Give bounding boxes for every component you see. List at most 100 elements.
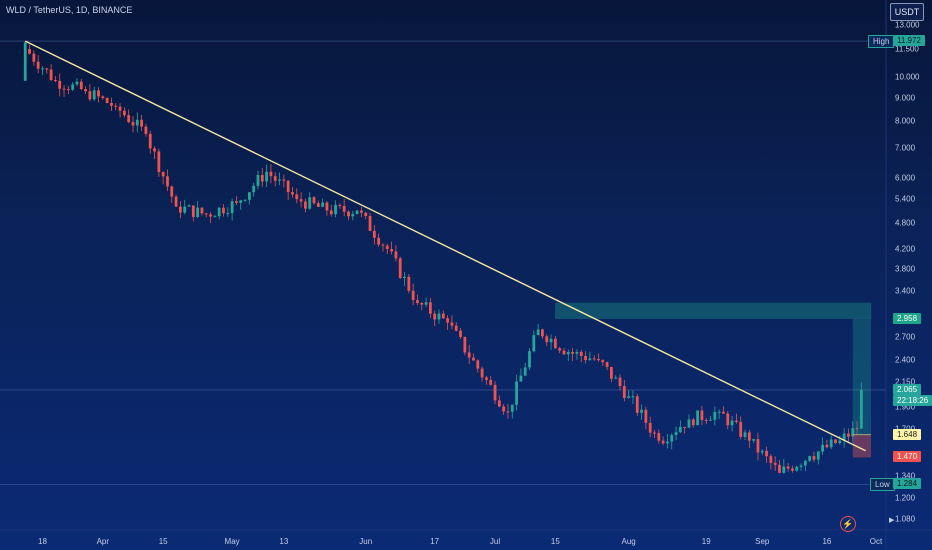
candle-body xyxy=(786,466,790,469)
candle-body xyxy=(92,90,96,100)
candle-body xyxy=(644,409,648,423)
candle-body xyxy=(269,171,273,177)
candle-body xyxy=(752,439,756,441)
candle-body xyxy=(312,197,316,204)
price-tick-label: 2.700 xyxy=(895,332,916,342)
candle-body xyxy=(485,377,488,380)
candle-body xyxy=(597,359,600,361)
candle-body xyxy=(704,420,708,422)
candle-body xyxy=(700,410,704,421)
candle-body xyxy=(58,80,62,89)
candle-body xyxy=(566,352,570,355)
candle-body xyxy=(325,202,329,211)
candle-body xyxy=(187,205,191,207)
time-tick-label: May xyxy=(224,537,240,546)
candle-body xyxy=(157,151,161,173)
candle-body xyxy=(532,335,536,352)
time-tick-label: 16 xyxy=(822,537,832,546)
candle-body xyxy=(459,330,462,337)
candle-body xyxy=(342,205,346,212)
candle-body xyxy=(760,450,764,453)
time-tick-label: Jun xyxy=(359,537,373,546)
candle-body xyxy=(640,409,643,413)
candle-body xyxy=(433,313,437,320)
candle-body xyxy=(179,206,182,213)
candle-body xyxy=(222,207,225,214)
candle-body xyxy=(28,49,31,54)
time-tick-label: Oct xyxy=(869,537,883,546)
candle-body xyxy=(670,435,674,442)
candle-body xyxy=(299,199,303,202)
candle-body xyxy=(209,214,212,217)
target-zone xyxy=(555,302,872,319)
candle-body xyxy=(541,329,544,337)
candle-body xyxy=(739,421,743,437)
candle-body xyxy=(467,352,471,358)
candle-body xyxy=(416,300,419,304)
candle-body xyxy=(166,176,169,187)
candle-body xyxy=(144,126,148,134)
candle-body xyxy=(627,396,631,398)
time-tick-label: 19 xyxy=(701,537,711,546)
candle-body xyxy=(398,258,402,278)
candle-body xyxy=(851,428,855,437)
candle-body xyxy=(575,351,579,354)
candle-body xyxy=(549,338,553,343)
candle-body xyxy=(32,53,36,62)
candle-body xyxy=(286,180,290,193)
candle-body xyxy=(696,410,699,426)
price-tick-label: 1.200 xyxy=(895,493,916,503)
candle-body xyxy=(510,404,514,412)
low-value-tag: 1.284 xyxy=(893,478,922,490)
price-tick-label: 6.000 xyxy=(895,173,916,183)
candle-body xyxy=(114,105,118,107)
candle-body xyxy=(170,186,174,197)
candle-body xyxy=(584,355,587,361)
candle-body xyxy=(84,89,87,92)
candle-body xyxy=(579,351,583,356)
price-tick-label: 1.900 xyxy=(895,402,916,411)
candle-body xyxy=(372,230,376,238)
entry-price-tag: 1.648 xyxy=(893,428,922,440)
candle-body xyxy=(131,122,135,126)
candle-body xyxy=(278,179,281,181)
candle-body xyxy=(411,290,415,301)
price-tick-label: 13.000 xyxy=(895,20,920,30)
candle-body xyxy=(825,444,829,448)
candle-body xyxy=(553,338,557,349)
price-tick-label: 9.000 xyxy=(895,93,916,103)
candle-body xyxy=(135,119,139,126)
candle-body xyxy=(791,468,794,471)
candle-body xyxy=(226,213,230,215)
currency-button[interactable]: USDT xyxy=(890,3,924,21)
candle-body xyxy=(812,456,816,460)
candle-body xyxy=(265,171,268,182)
lightning-icon[interactable]: ⚡ xyxy=(840,516,856,532)
price-tick-label: 1.700 xyxy=(895,424,915,433)
play-icon[interactable]: ▶ xyxy=(889,517,895,524)
candle-body xyxy=(54,79,57,81)
candle-body xyxy=(247,192,251,200)
candle-body xyxy=(778,464,781,473)
candle-body xyxy=(571,352,575,354)
time-tick-label: 13 xyxy=(279,537,289,546)
candle-body xyxy=(338,204,342,206)
candle-body xyxy=(816,451,820,460)
candle-body xyxy=(661,440,665,444)
candle-body xyxy=(110,102,113,106)
bar-countdown-tag: 22:18:26 xyxy=(893,394,932,406)
candle-body xyxy=(79,81,83,90)
candle-body xyxy=(23,42,27,81)
candle-body xyxy=(420,303,424,305)
price-tick-label: 11.500 xyxy=(895,44,919,54)
candle-body xyxy=(476,360,480,369)
candle-body xyxy=(734,420,738,422)
candle-body xyxy=(450,322,454,326)
candle-body xyxy=(859,389,863,429)
candle-body xyxy=(765,450,768,457)
candle-body xyxy=(747,432,751,441)
price-tick-label: 8.000 xyxy=(895,116,916,126)
profit-zone xyxy=(852,318,871,435)
price-tick-label: 4.800 xyxy=(895,218,916,227)
